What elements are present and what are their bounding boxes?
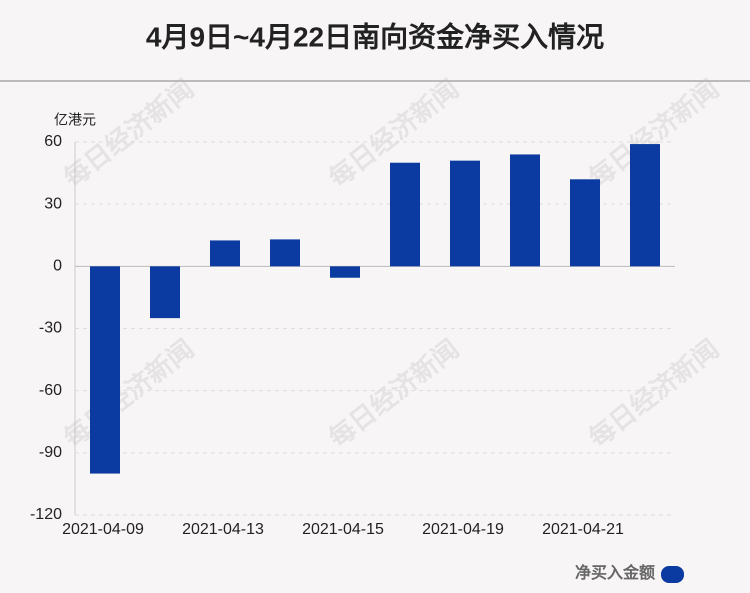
chart-title: 4月9日~4月22日南向资金净买入情况: [146, 20, 604, 52]
bar: [210, 240, 240, 267]
bar: [630, 144, 660, 267]
bar: [330, 266, 360, 278]
bar: [150, 266, 180, 319]
x-tick-label: 2021-04-15: [302, 521, 384, 538]
y-unit: 亿港元: [54, 112, 96, 128]
y-tick-label: 30: [44, 195, 62, 212]
y-tick-label: -60: [39, 382, 62, 399]
y-tick-label: 60: [44, 133, 62, 150]
y-tick-label: -120: [30, 506, 62, 523]
bar: [390, 162, 420, 267]
y-tick-label: -30: [39, 320, 62, 337]
y-tick-label: 0: [53, 258, 62, 275]
x-tick-label: 2021-04-21: [542, 521, 624, 538]
x-tick-label: 2021-04-13: [182, 521, 264, 538]
x-tick-label: 2021-04-19: [422, 521, 504, 538]
bar: [270, 239, 300, 267]
bar: [450, 160, 480, 267]
legend-swatch: [661, 566, 684, 583]
bar: [90, 266, 120, 474]
y-tick-label: -90: [39, 444, 62, 461]
legend-label: 净买入金额: [575, 563, 655, 582]
bar: [510, 154, 540, 267]
bar: [570, 179, 600, 267]
x-tick-label: 2021-04-09: [62, 521, 144, 538]
